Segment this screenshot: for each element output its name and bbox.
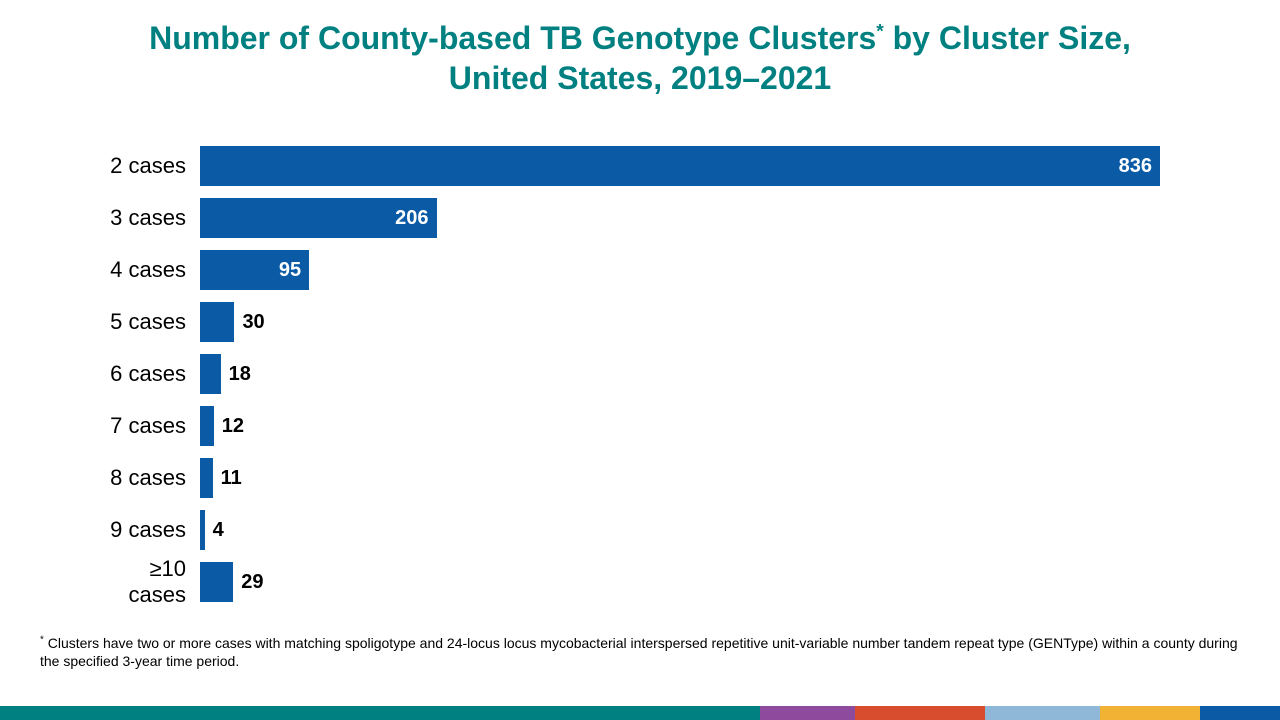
footer-color-bar bbox=[0, 706, 1280, 720]
bar bbox=[200, 510, 205, 550]
bar-row: 5 cases 30 bbox=[90, 296, 1190, 348]
footer-segment bbox=[0, 706, 760, 720]
bar-value-label: 95 bbox=[279, 250, 301, 290]
bar-row: ≥10 cases 29 bbox=[90, 556, 1190, 608]
bar-wrap: 18 bbox=[200, 354, 1190, 394]
y-axis-label: 4 cases bbox=[90, 257, 200, 283]
y-axis-label: 6 cases bbox=[90, 361, 200, 387]
bar-row: 3 cases 206 bbox=[90, 192, 1190, 244]
bar-wrap: 12 bbox=[200, 406, 1190, 446]
bar-value-label: 11 bbox=[221, 458, 242, 498]
bar-wrap: 95 bbox=[200, 250, 1190, 290]
footer-segment bbox=[1100, 706, 1200, 720]
bar-value-label: 836 bbox=[1119, 146, 1152, 186]
bar-value-label: 29 bbox=[241, 562, 263, 602]
footer-segment bbox=[760, 706, 855, 720]
bar-value-label: 30 bbox=[242, 302, 264, 342]
bar-row: 2 cases 836 bbox=[90, 140, 1190, 192]
bar-row: 7 cases 12 bbox=[90, 400, 1190, 452]
footer-segment bbox=[855, 706, 985, 720]
bar bbox=[200, 302, 234, 342]
bar-row: 8 cases 11 bbox=[90, 452, 1190, 504]
title-line1: Number of County-based TB Genotype Clust… bbox=[149, 20, 876, 56]
y-axis-label: 7 cases bbox=[90, 413, 200, 439]
bar-wrap: 11 bbox=[200, 458, 1190, 498]
bar bbox=[200, 406, 214, 446]
bar-value-label: 4 bbox=[213, 510, 224, 550]
y-axis-label: ≥10 cases bbox=[90, 556, 200, 608]
bar-wrap: 836 bbox=[200, 146, 1190, 186]
bar-row: 4 cases 95 bbox=[90, 244, 1190, 296]
bar-row: 6 cases 18 bbox=[90, 348, 1190, 400]
footer-segment bbox=[1200, 706, 1280, 720]
bar-wrap: 4 bbox=[200, 510, 1190, 550]
y-axis-label: 8 cases bbox=[90, 465, 200, 491]
slide: Number of County-based TB Genotype Clust… bbox=[0, 0, 1280, 720]
title-asterisk: * bbox=[876, 21, 883, 42]
bar bbox=[200, 354, 221, 394]
bar bbox=[200, 146, 1160, 186]
footer-segment bbox=[985, 706, 1100, 720]
title-after-sup: by Cluster Size, bbox=[884, 20, 1131, 56]
bar-chart: 2 cases 836 3 cases 206 4 cases 95 5 cases 30 6 … bbox=[90, 140, 1190, 608]
bar-wrap: 206 bbox=[200, 198, 1190, 238]
y-axis-label: 2 cases bbox=[90, 153, 200, 179]
bar-row: 9 cases 4 bbox=[90, 504, 1190, 556]
y-axis-label: 3 cases bbox=[90, 205, 200, 231]
footnote-text: Clusters have two or more cases with mat… bbox=[40, 635, 1238, 669]
y-axis-label: 5 cases bbox=[90, 309, 200, 335]
bar bbox=[200, 562, 233, 602]
bar-value-label: 12 bbox=[222, 406, 244, 446]
bar-value-label: 18 bbox=[229, 354, 251, 394]
footnote: * Clusters have two or more cases with m… bbox=[40, 634, 1240, 670]
bar-wrap: 29 bbox=[200, 562, 1190, 602]
title-line2: United States, 2019–2021 bbox=[449, 60, 831, 96]
bar-wrap: 30 bbox=[200, 302, 1190, 342]
bar bbox=[200, 458, 213, 498]
chart-title: Number of County-based TB Genotype Clust… bbox=[0, 0, 1280, 98]
y-axis-label: 9 cases bbox=[90, 517, 200, 543]
bar-value-label: 206 bbox=[395, 198, 428, 238]
